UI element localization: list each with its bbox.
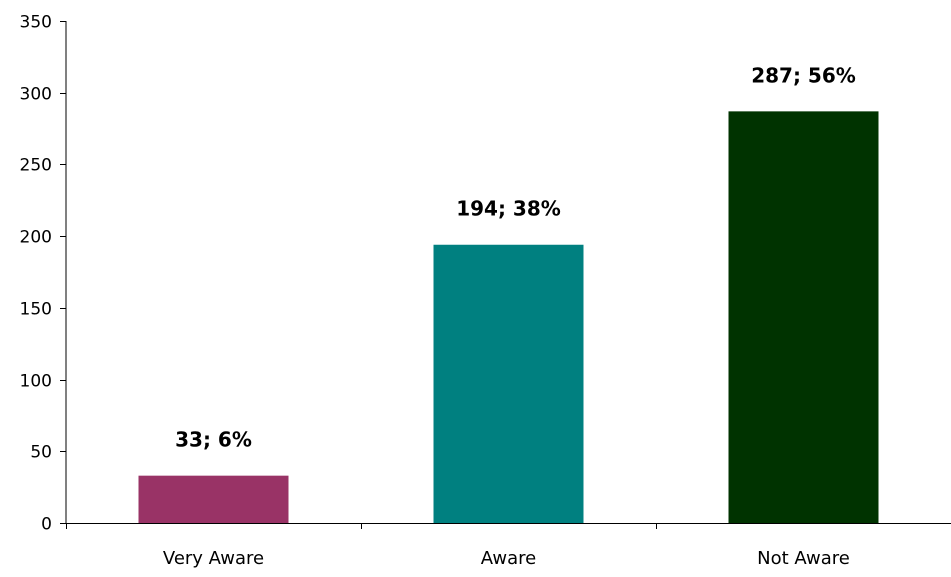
bar-aware [433, 244, 584, 523]
x-category-label: Aware [481, 548, 536, 569]
bars [138, 111, 879, 524]
x-category-label: Not Aware [757, 548, 850, 569]
data-label: 287; 56% [751, 63, 856, 87]
y-tick-label: 200 [20, 228, 52, 248]
y-axis: 0 50 100 150 200 250 300 350 [20, 13, 67, 535]
data-label: 194; 38% [456, 197, 561, 221]
x-axis: Very Aware Aware Not Aware [66, 523, 951, 569]
bar-not-aware [728, 111, 879, 524]
y-tick-label: 250 [20, 156, 52, 176]
x-category-label: Very Aware [163, 548, 264, 569]
y-tick-label: 50 [30, 443, 52, 463]
bar-very-aware [138, 475, 289, 523]
data-labels: 33; 6% 194; 38% 287; 56% [175, 63, 856, 451]
y-tick-label: 350 [20, 13, 52, 33]
data-label: 33; 6% [175, 428, 252, 452]
y-tick-label: 100 [20, 372, 52, 392]
y-tick-label: 0 [41, 515, 52, 535]
y-tick-label: 150 [20, 300, 52, 320]
y-tick-label: 300 [20, 85, 52, 105]
